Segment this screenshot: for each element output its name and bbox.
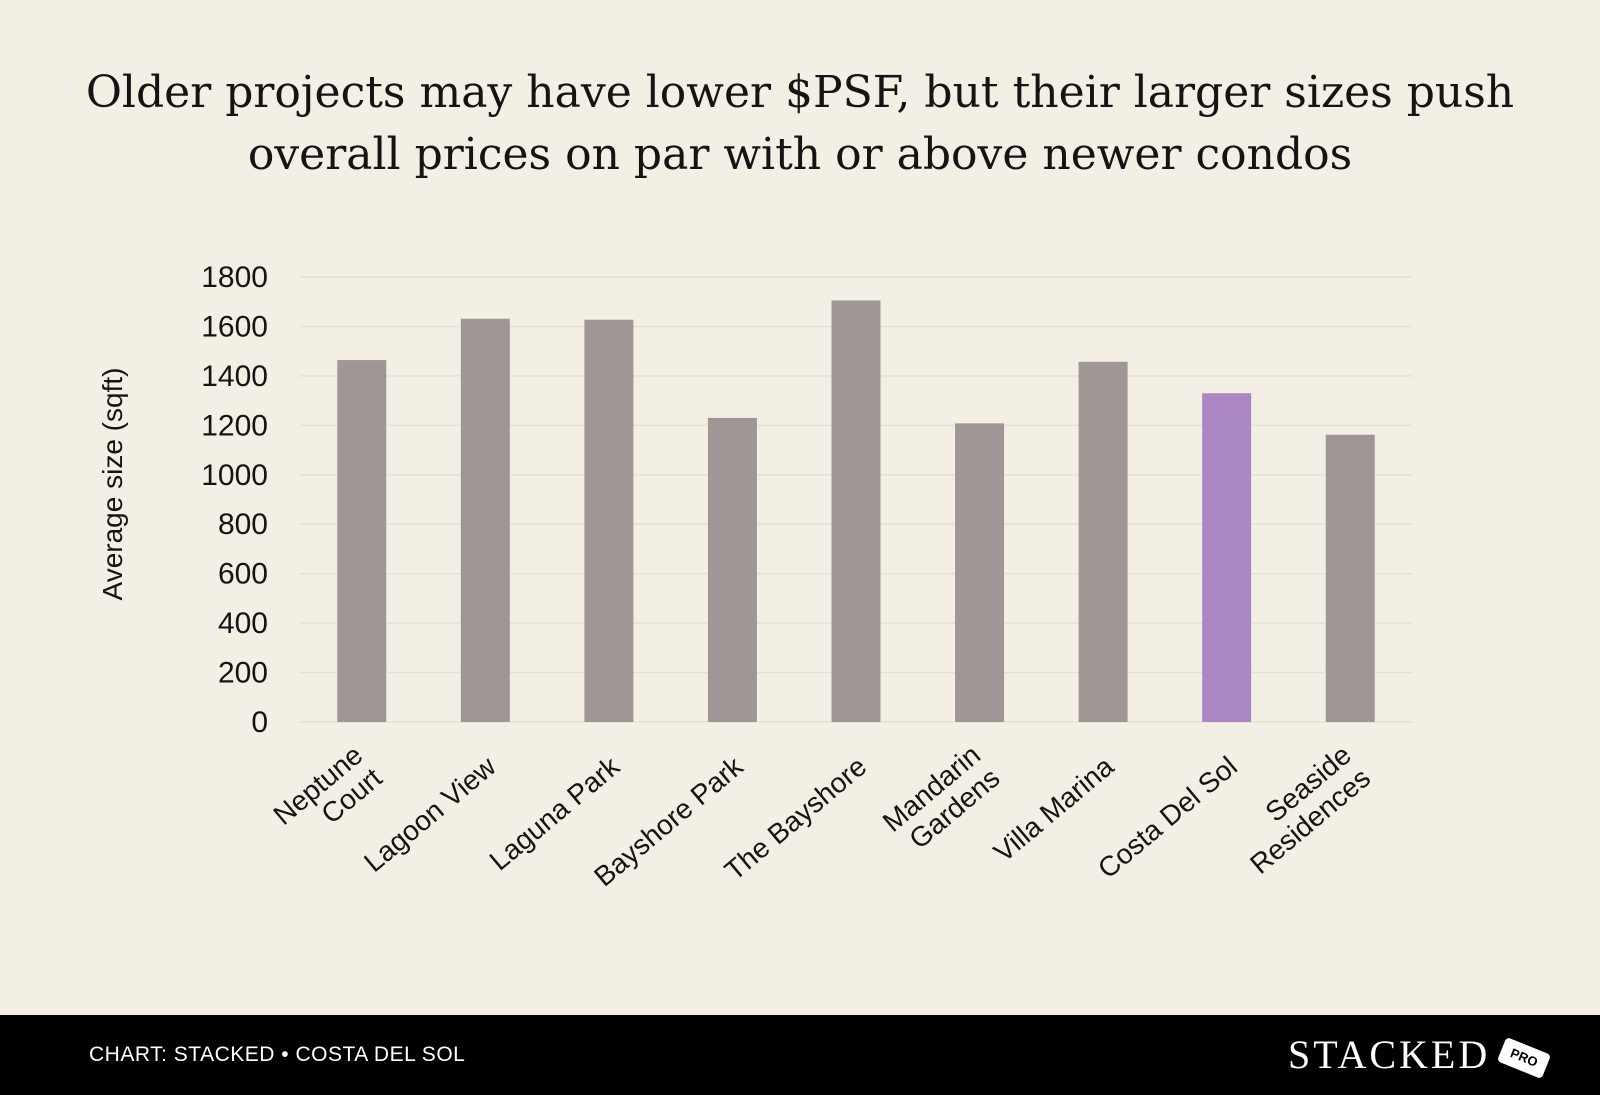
y-tick-label: 600 (218, 558, 268, 591)
bar (584, 319, 634, 722)
x-tick-label-line: Lagoon View (358, 750, 502, 878)
y-tick-label: 0 (251, 706, 268, 739)
brand-logo: STACKED (1288, 1032, 1491, 1077)
x-tick-label: Villa Marina (988, 750, 1120, 868)
y-tick-label: 1400 (201, 360, 268, 393)
bar (460, 318, 510, 722)
y-tick-label: 1000 (201, 459, 268, 492)
brand-pro-tag: PRO (1496, 1036, 1552, 1080)
bar (831, 300, 881, 722)
chart-title-line-1: Older projects may have lower $PSF, but … (85, 67, 1515, 118)
y-axis-ticks: 0 200 400 600 800 1000 1200 1400 1600 1800 (201, 261, 268, 739)
y-tick-label: 1800 (201, 261, 268, 294)
footer-bar: CHART: STACKED • COSTA DEL SOL STACKED P… (0, 1015, 1600, 1095)
bar (337, 360, 387, 722)
x-tick-label: Lagoon View (358, 750, 502, 878)
bar (1078, 361, 1128, 722)
bar (707, 417, 757, 722)
x-tick-label-line: Villa Marina (988, 750, 1120, 868)
bars (337, 300, 1375, 722)
bar (955, 423, 1005, 722)
footer-caption: CHART: STACKED • COSTA DEL SOL (89, 1043, 466, 1066)
x-tick-label: NeptuneCourt (267, 739, 387, 854)
chart-title-line-2: overall prices on par with or above newe… (247, 129, 1353, 180)
y-tick-label: 400 (218, 607, 268, 640)
x-tick-label: SeasideResidences (1225, 739, 1376, 880)
chart-title: Older projects may have lower $PSF, but … (60, 62, 1540, 186)
y-axis-label: Average size (sqft) (97, 368, 128, 601)
y-tick-label: 1600 (201, 310, 268, 343)
bar-chart: 0 200 400 600 800 1000 1200 1400 1600 1800 Neptun… (97, 261, 1412, 892)
bar (1202, 393, 1252, 722)
x-tick-label: MandarinGardens (877, 739, 1006, 861)
y-tick-label: 1200 (201, 409, 268, 442)
y-tick-label: 800 (218, 508, 268, 541)
bar (1325, 434, 1375, 722)
y-tick-label: 200 (218, 657, 268, 690)
